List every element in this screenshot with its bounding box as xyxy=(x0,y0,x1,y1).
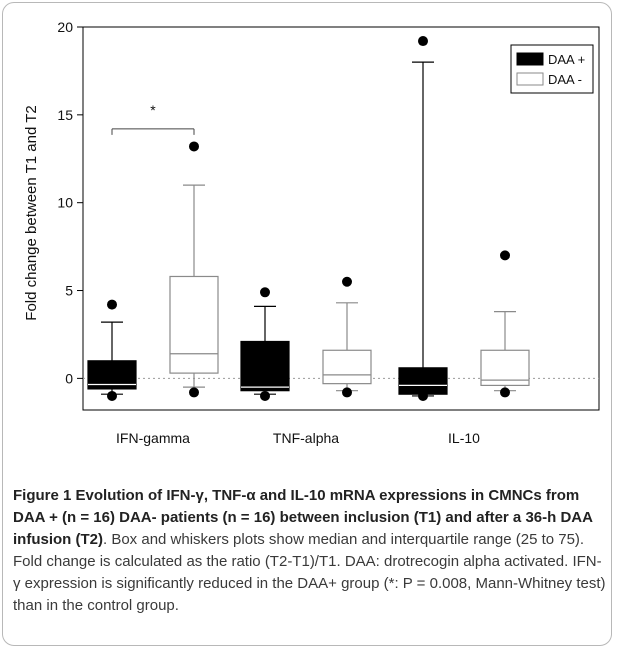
outlier-point xyxy=(189,141,199,152)
outlier-point xyxy=(260,390,270,401)
box-iqr xyxy=(322,349,372,385)
box-iqr xyxy=(169,275,219,374)
box-plot-chart: 0 5 10 15 20 IFN-gamma TNF-alpha IL-10 * Fold ch… xyxy=(23,19,600,446)
outlier-point xyxy=(418,36,428,47)
outlier-point xyxy=(342,387,352,398)
plot-border xyxy=(82,26,600,411)
significance-label: * xyxy=(150,102,156,118)
x-category-label: TNF-alpha xyxy=(273,430,339,446)
x-category-label: IL-10 xyxy=(448,430,480,446)
plot-area: 0 5 10 15 20 IFN-gamma TNF-alpha IL-10 * xyxy=(57,19,600,446)
figure-frame: 0 5 10 15 20 IFN-gamma TNF-alpha IL-10 * Fold ch… xyxy=(2,2,612,646)
outlier-point xyxy=(107,390,117,401)
outlier-point xyxy=(260,287,270,298)
legend-label: DAA + xyxy=(548,52,585,67)
legend: DAA + DAA - xyxy=(510,44,594,94)
y-tick-label: 10 xyxy=(57,195,73,211)
outlier-point xyxy=(342,276,352,287)
caption-title: Figure 1 Evolution of IFN-γ, TNF-α and I… xyxy=(13,487,593,548)
y-tick-label: 15 xyxy=(57,107,73,123)
legend-swatch xyxy=(516,72,544,86)
legend-label: DAA - xyxy=(548,72,582,87)
y-tick-label: 20 xyxy=(57,19,73,35)
outlier-point xyxy=(418,390,428,401)
outlier-point xyxy=(500,387,510,398)
legend-swatch xyxy=(516,52,544,66)
outlier-point xyxy=(189,387,199,398)
box-iqr xyxy=(240,340,290,392)
y-tick-label: 5 xyxy=(65,283,73,299)
y-tick-label: 0 xyxy=(65,370,73,386)
figure-caption: Figure 1 Evolution of IFN-γ, TNF-α and I… xyxy=(13,485,609,617)
outlier-point xyxy=(500,250,510,261)
caption-body: . Box and whiskers plots show median and… xyxy=(13,531,606,614)
outlier-point xyxy=(107,299,117,310)
y-axis-label: Fold change between T1 and T2 xyxy=(23,105,40,320)
x-category-label: IFN-gamma xyxy=(116,430,190,446)
box-iqr xyxy=(398,367,448,395)
